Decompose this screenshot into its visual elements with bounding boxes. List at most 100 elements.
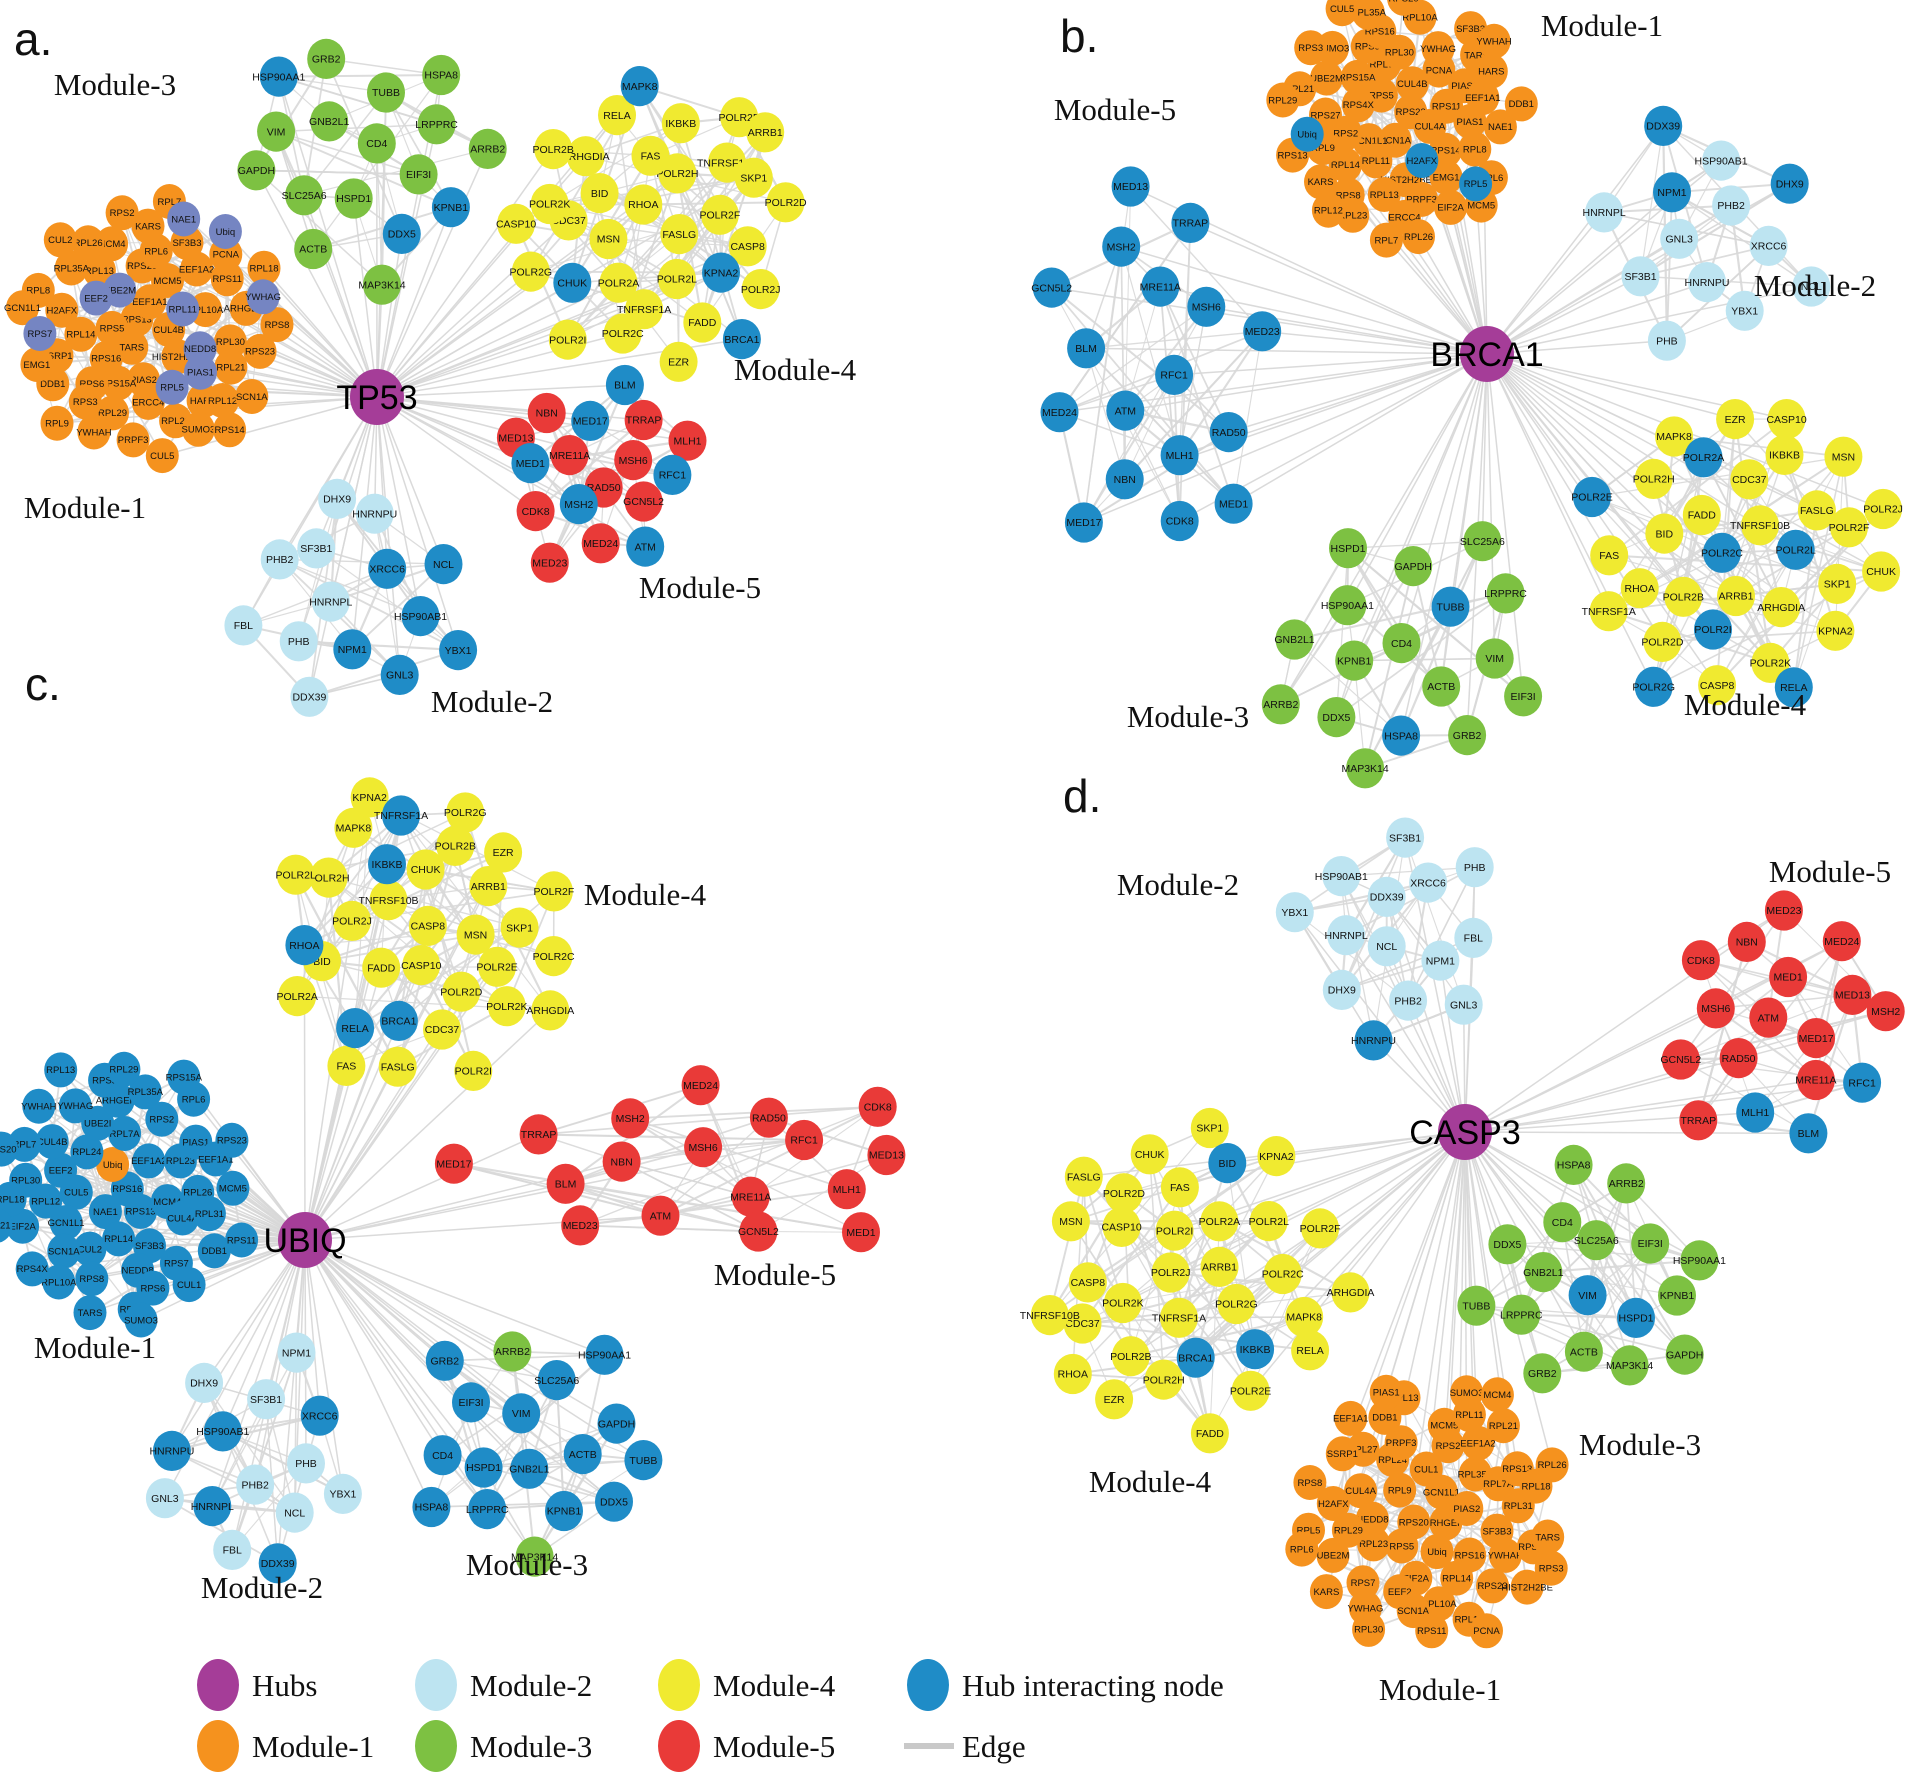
- node-POLR2G: [1217, 1283, 1256, 1325]
- node-label: MSN: [464, 929, 487, 941]
- node-ARRB2: [1261, 684, 1300, 725]
- node-label: CD4: [1391, 638, 1412, 650]
- node-TUBB: [367, 72, 405, 113]
- edge: [1386, 946, 1466, 1133]
- legend-label: Module-3: [470, 1729, 592, 1764]
- node-SF3B1: [1621, 256, 1660, 297]
- node-HSPD1: [1329, 528, 1367, 569]
- node-label: FADD: [367, 962, 395, 974]
- node-label: RPL12: [1455, 1615, 1484, 1626]
- node-label: SF3B1: [250, 1394, 282, 1406]
- node-label: RPL12: [208, 396, 237, 407]
- node-label: POLR2K: [1750, 658, 1791, 670]
- node-label: GCN1L1: [1423, 1487, 1460, 1498]
- node-MED13: [1111, 166, 1150, 207]
- node-label: CDC37: [425, 1024, 460, 1036]
- edge: [1400, 540, 1484, 737]
- node-HARS: [1474, 53, 1508, 89]
- node-label: MED17: [1799, 1033, 1834, 1045]
- edge: [1059, 411, 1180, 456]
- node-label: ARRB1: [1202, 1262, 1237, 1274]
- node-POLR2B: [1664, 576, 1703, 617]
- node-HIST2H2BE: [1510, 1569, 1544, 1605]
- node-label: SUMO3: [124, 1315, 158, 1326]
- nodes-layer: RPS13CUL4BTARSEEF1A1HIST2H2BERPS5PIAS2RP…: [0, 0, 1905, 1649]
- node-CASP10: [1102, 1206, 1141, 1247]
- node-label: IKBKB: [1240, 1344, 1271, 1356]
- node-label: PIAS1: [182, 1137, 209, 1148]
- edge: [1486, 353, 1610, 612]
- node-TNFRSF1A: [1589, 591, 1628, 632]
- node-POLR2I: [454, 1050, 493, 1091]
- node-label: CUL4A: [1345, 1486, 1376, 1497]
- edge: [1125, 353, 1488, 412]
- node-label: RPS2: [110, 208, 135, 219]
- node-PIAS1: [184, 354, 217, 390]
- node-HSPA8: [412, 1486, 451, 1528]
- node-label: KPNA2: [704, 267, 739, 279]
- node-Ubiq: [1420, 1534, 1454, 1570]
- node-label: CHUK: [1866, 566, 1896, 578]
- node-label: POLR2G: [1215, 1299, 1258, 1311]
- node-label: RPS8: [265, 320, 290, 331]
- node-RFC1: [1155, 354, 1194, 395]
- node-KPNB1: [545, 1490, 583, 1532]
- node-label: MLH1: [673, 435, 701, 447]
- node-label: SUMO3: [1450, 1388, 1484, 1399]
- node-NPM1: [333, 629, 372, 670]
- edge: [1341, 1131, 1466, 1455]
- node-RAD50: [1209, 412, 1248, 453]
- node-label: MED13: [1113, 181, 1148, 193]
- edge: [548, 384, 626, 564]
- node-label: HSP90AB1: [196, 1426, 249, 1438]
- node-label: EIF2A: [9, 1222, 36, 1233]
- node-label: POLR2L: [657, 274, 697, 286]
- edge: [255, 58, 328, 171]
- node-POLR2J: [1864, 488, 1903, 530]
- edge: [1486, 353, 1684, 598]
- node-MAP3K14: [515, 1536, 554, 1577]
- module-label-c-Module-4: Module-4: [584, 877, 707, 912]
- hub-node-TP53: [350, 369, 404, 425]
- node-label: YBX1: [1731, 305, 1758, 317]
- node-label: FAS: [1599, 550, 1619, 562]
- node-RPL26: [71, 225, 105, 261]
- node-MED1: [842, 1212, 880, 1253]
- edge: [1178, 330, 1264, 456]
- node-label: TNFRSF1A: [617, 304, 671, 316]
- node-label: RFC1: [1160, 370, 1188, 382]
- module-label-d-Module-1: Module-1: [1379, 1672, 1501, 1707]
- node-label: MED1: [846, 1227, 875, 1239]
- node-label: MED17: [436, 1158, 471, 1170]
- node-label: BRCA1: [724, 334, 759, 346]
- node-label: POLR2E: [718, 112, 759, 124]
- node-HSP90AB1: [401, 596, 440, 637]
- node-MRE11A: [1141, 266, 1180, 307]
- node-RPS23: [215, 1122, 249, 1158]
- node-label: RPS8: [1336, 190, 1361, 201]
- node-label: HNRNPU: [149, 1446, 194, 1458]
- edge: [211, 1352, 298, 1507]
- edge: [1209, 1228, 1321, 1434]
- node-label: CD4: [366, 138, 387, 150]
- node-YBX1: [439, 630, 478, 671]
- node-label: RPS11: [1417, 1626, 1446, 1637]
- node-EEF2: [79, 280, 113, 316]
- edge: [171, 1239, 306, 1452]
- node-TARS: [73, 1295, 107, 1331]
- node-FADD: [683, 302, 722, 343]
- node-RAD50: [1719, 1038, 1758, 1079]
- node-MAPK8: [620, 66, 659, 107]
- node-label: RPS23: [1396, 107, 1426, 118]
- node-label: EEF1A2: [179, 264, 214, 275]
- node-HSP90AB1: [1702, 140, 1741, 181]
- node-MRE11A: [550, 435, 589, 476]
- edge: [470, 1401, 615, 1503]
- edge: [579, 1106, 878, 1227]
- node-label: POLR2B: [1663, 591, 1704, 603]
- node-label: ARHGDIA: [562, 151, 610, 163]
- node-label: MSH2: [1871, 1006, 1900, 1018]
- node-label: CHUK: [557, 277, 587, 289]
- node-HSPA8: [1382, 715, 1421, 756]
